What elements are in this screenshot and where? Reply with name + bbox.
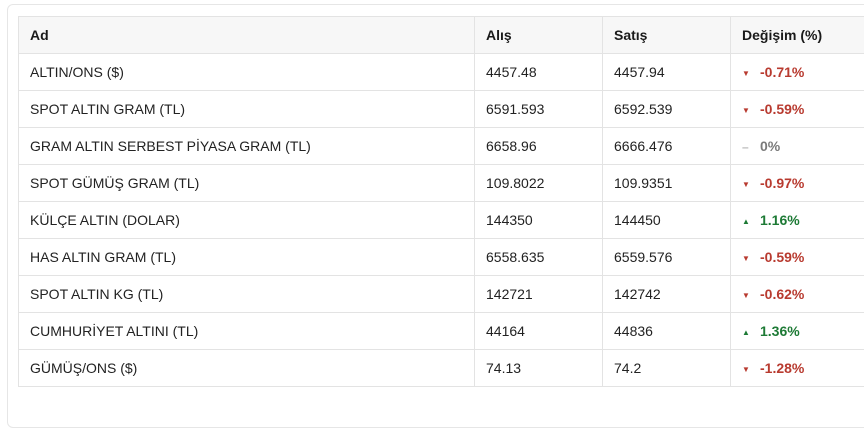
header-row: Ad Alış Satış Değişim (%) [18, 16, 864, 54]
price-cell: 109.9351 [602, 164, 731, 202]
change-value: -0.97% [760, 175, 805, 191]
table-row: KÜLÇE ALTIN (DOLAR) 144350 144450 ▲ 1.16% [18, 201, 864, 239]
trend-icon: ▲ [742, 216, 750, 226]
name-cell: GRAM ALTIN SERBEST PİYASA GRAM (TL) [18, 127, 475, 165]
price-cell: 6591.593 [474, 90, 603, 128]
change-value: 1.36% [760, 323, 800, 339]
table-row: HAS ALTIN GRAM (TL) 6558.635 6559.576 ▼ -0.5… [18, 238, 864, 276]
name-cell: SPOT ALTIN GRAM (TL) [18, 90, 475, 128]
change-cell: ▼ -0.59% [730, 90, 864, 128]
price-cell: 6666.476 [602, 127, 731, 165]
table-row: SPOT ALTIN KG (TL) 142721 142742 ▼ -0.62% [18, 275, 864, 313]
price-cell: 6559.576 [602, 238, 731, 276]
header-cell: Satış [602, 16, 731, 54]
header-cell: Değişim (%) [730, 16, 864, 54]
price-cell: 4457.48 [474, 53, 603, 91]
table-row: GRAM ALTIN SERBEST PİYASA GRAM (TL) 6658.… [18, 127, 864, 165]
price-table: Ad Alış Satış Değişim (%) ALTIN/ONS ($) 4457… [18, 16, 864, 387]
price-cell: 109.8022 [474, 164, 603, 202]
change-cell: ▲ 1.16% [730, 201, 864, 239]
price-cell: 144450 [602, 201, 731, 239]
change-cell: ▲ 1.36% [730, 312, 864, 350]
change-value: 1.16% [760, 212, 800, 228]
table-row: SPOT GÜMÜŞ GRAM (TL) 109.8022 109.9351 ▼ -0.… [18, 164, 864, 202]
table-row: GÜMÜŞ/ONS ($) 74.13 74.2 ▼ -1.28% [18, 349, 864, 387]
trend-icon: ▼ [742, 179, 750, 189]
name-cell: CUMHURİYET ALTINI (TL) [18, 312, 475, 350]
table-row: ALTIN/ONS ($) 4457.48 4457.94 ▼ -0.71% [18, 53, 864, 91]
change-value: 0% [760, 137, 781, 154]
trend-icon: ▼ [742, 68, 750, 78]
name-cell: GÜMÜŞ/ONS ($) [18, 349, 475, 387]
change-value: -0.59% [760, 249, 805, 265]
change-cell: ▼ -0.62% [730, 275, 864, 313]
change-value: -1.28% [760, 360, 805, 376]
price-cell: 142742 [602, 275, 731, 313]
change-value: -0.62% [760, 286, 805, 302]
trend-icon: – [742, 140, 749, 155]
price-cell: 44836 [602, 312, 731, 350]
name-cell: SPOT ALTIN KG (TL) [18, 275, 475, 313]
change-cell: –0% [730, 127, 864, 165]
name-cell: KÜLÇE ALTIN (DOLAR) [18, 201, 475, 239]
table-body: ALTIN/ONS ($) 4457.48 4457.94 ▼ -0.71% SPOT A… [18, 53, 864, 387]
trend-icon: ▼ [742, 105, 750, 115]
trend-icon: ▼ [742, 290, 750, 300]
change-cell: ▼ -0.97% [730, 164, 864, 202]
name-cell: ALTIN/ONS ($) [18, 53, 475, 91]
name-cell: SPOT GÜMÜŞ GRAM (TL) [18, 164, 475, 202]
change-cell: ▼ -0.71% [730, 53, 864, 91]
price-cell: 6592.539 [602, 90, 731, 128]
change-value: -0.59% [760, 101, 805, 117]
trend-icon: ▼ [742, 364, 750, 374]
price-cell: 74.13 [474, 349, 603, 387]
price-cell: 6658.96 [474, 127, 603, 165]
price-cell: 142721 [474, 275, 603, 313]
price-cell: 4457.94 [602, 53, 731, 91]
header-cell: Ad [18, 16, 475, 54]
name-cell: HAS ALTIN GRAM (TL) [18, 238, 475, 276]
change-cell: ▼ -0.59% [730, 238, 864, 276]
card [7, 4, 864, 428]
trend-icon: ▼ [742, 253, 750, 263]
change-value: -0.71% [760, 64, 805, 80]
table-row: SPOT ALTIN GRAM (TL) 6591.593 6592.539 ▼ -0.… [18, 90, 864, 128]
price-cell: 74.2 [602, 349, 731, 387]
header-cell: Alış [474, 16, 603, 54]
change-cell: ▼ -1.28% [730, 349, 864, 387]
price-cell: 144350 [474, 201, 603, 239]
table-row: CUMHURİYET ALTINI (TL) 44164 44836 ▲ 1.36% [18, 312, 864, 350]
trend-icon: ▲ [742, 327, 750, 337]
price-cell: 6558.635 [474, 238, 603, 276]
price-cell: 44164 [474, 312, 603, 350]
